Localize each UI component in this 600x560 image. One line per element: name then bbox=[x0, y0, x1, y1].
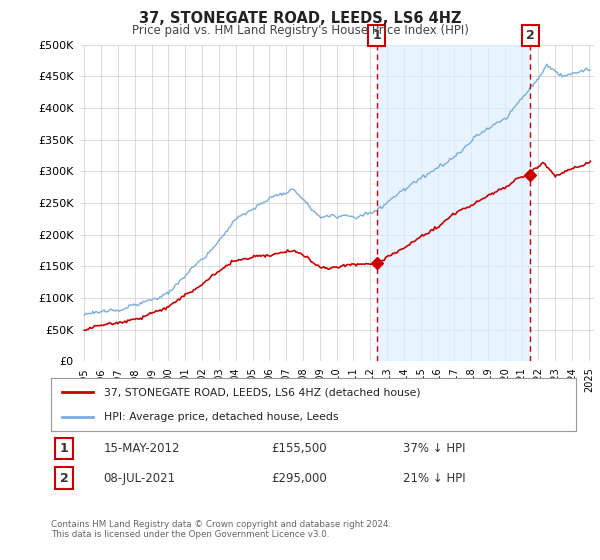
Bar bbox=[377, 45, 530, 361]
Text: 1: 1 bbox=[60, 442, 68, 455]
Text: 21% ↓ HPI: 21% ↓ HPI bbox=[403, 472, 466, 485]
Text: Contains HM Land Registry data © Crown copyright and database right 2024.
This d: Contains HM Land Registry data © Crown c… bbox=[51, 520, 391, 539]
Text: 37% ↓ HPI: 37% ↓ HPI bbox=[403, 442, 465, 455]
Text: 15-MAY-2012: 15-MAY-2012 bbox=[104, 442, 180, 455]
Text: 37, STONEGATE ROAD, LEEDS, LS6 4HZ: 37, STONEGATE ROAD, LEEDS, LS6 4HZ bbox=[139, 11, 461, 26]
Text: 08-JUL-2021: 08-JUL-2021 bbox=[104, 472, 176, 485]
Text: 2: 2 bbox=[526, 29, 535, 42]
Text: Price paid vs. HM Land Registry's House Price Index (HPI): Price paid vs. HM Land Registry's House … bbox=[131, 24, 469, 37]
Text: £155,500: £155,500 bbox=[271, 442, 327, 455]
Text: 2: 2 bbox=[60, 472, 68, 485]
Text: £295,000: £295,000 bbox=[271, 472, 327, 485]
Text: 37, STONEGATE ROAD, LEEDS, LS6 4HZ (detached house): 37, STONEGATE ROAD, LEEDS, LS6 4HZ (deta… bbox=[104, 388, 420, 398]
Text: 1: 1 bbox=[372, 29, 381, 42]
Text: HPI: Average price, detached house, Leeds: HPI: Average price, detached house, Leed… bbox=[104, 412, 338, 422]
